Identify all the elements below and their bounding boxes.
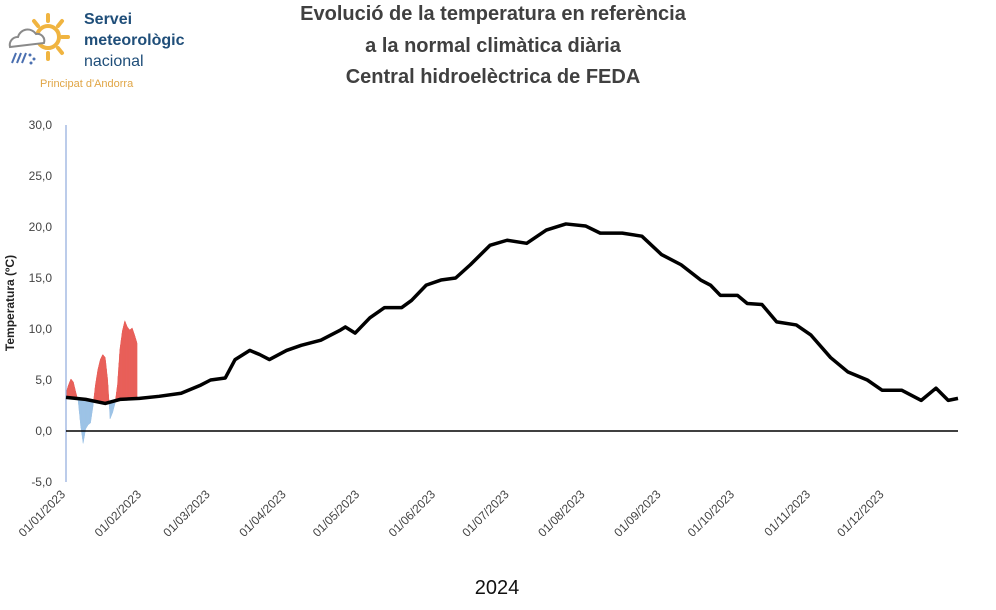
y-tick-label: 0,0	[35, 424, 52, 438]
normal-series-line	[65, 222, 959, 406]
y-axis-label: Temperatura (ºC)	[3, 255, 17, 351]
x-tick-label: 01/04/2023	[236, 487, 289, 540]
x-tick-label: 01/09/2023	[611, 487, 664, 540]
y-tick-label: 20,0	[29, 220, 53, 234]
title-line-1: Evolució de la temperatura en referència	[300, 3, 686, 25]
y-tick-label: 15,0	[29, 271, 53, 285]
logo-line3: nacional	[84, 53, 144, 70]
x-tick-label: 01/01/2023	[16, 487, 69, 540]
x-axis-label: 2024	[475, 577, 520, 599]
weather-logo-icon	[8, 13, 70, 65]
logo-line2: meteorològic	[84, 32, 185, 49]
x-tick-label: 01/02/2023	[92, 487, 145, 540]
y-tick-label: 10,0	[29, 322, 53, 336]
y-tick-label: 5,0	[35, 373, 52, 387]
x-tick-label: 01/08/2023	[535, 487, 588, 540]
y-tick-label: -5,0	[31, 475, 52, 489]
x-tick-label: 01/03/2023	[160, 487, 213, 540]
title-line-3: Central hidroelèctrica de FEDA	[345, 66, 641, 88]
x-tick-label: 01/10/2023	[685, 487, 738, 540]
x-tick-label: 01/07/2023	[459, 487, 512, 540]
logo-subtitle: Principat d'Andorra	[40, 78, 134, 90]
y-tick-label: 30,0	[29, 118, 53, 132]
x-tick-label: 01/12/2023	[834, 487, 887, 540]
x-tick-label: 01/05/2023	[310, 487, 363, 540]
title-line-2: a la normal climàtica diària	[365, 35, 621, 57]
y-tick-label: 25,0	[29, 169, 53, 183]
x-tick-label: 01/11/2023	[761, 487, 813, 539]
smn-logo: Servei meteorològic nacional Principat d…	[0, 0, 200, 100]
x-tick-label: 01/06/2023	[386, 487, 439, 540]
logo-line1: Servei	[84, 11, 133, 28]
